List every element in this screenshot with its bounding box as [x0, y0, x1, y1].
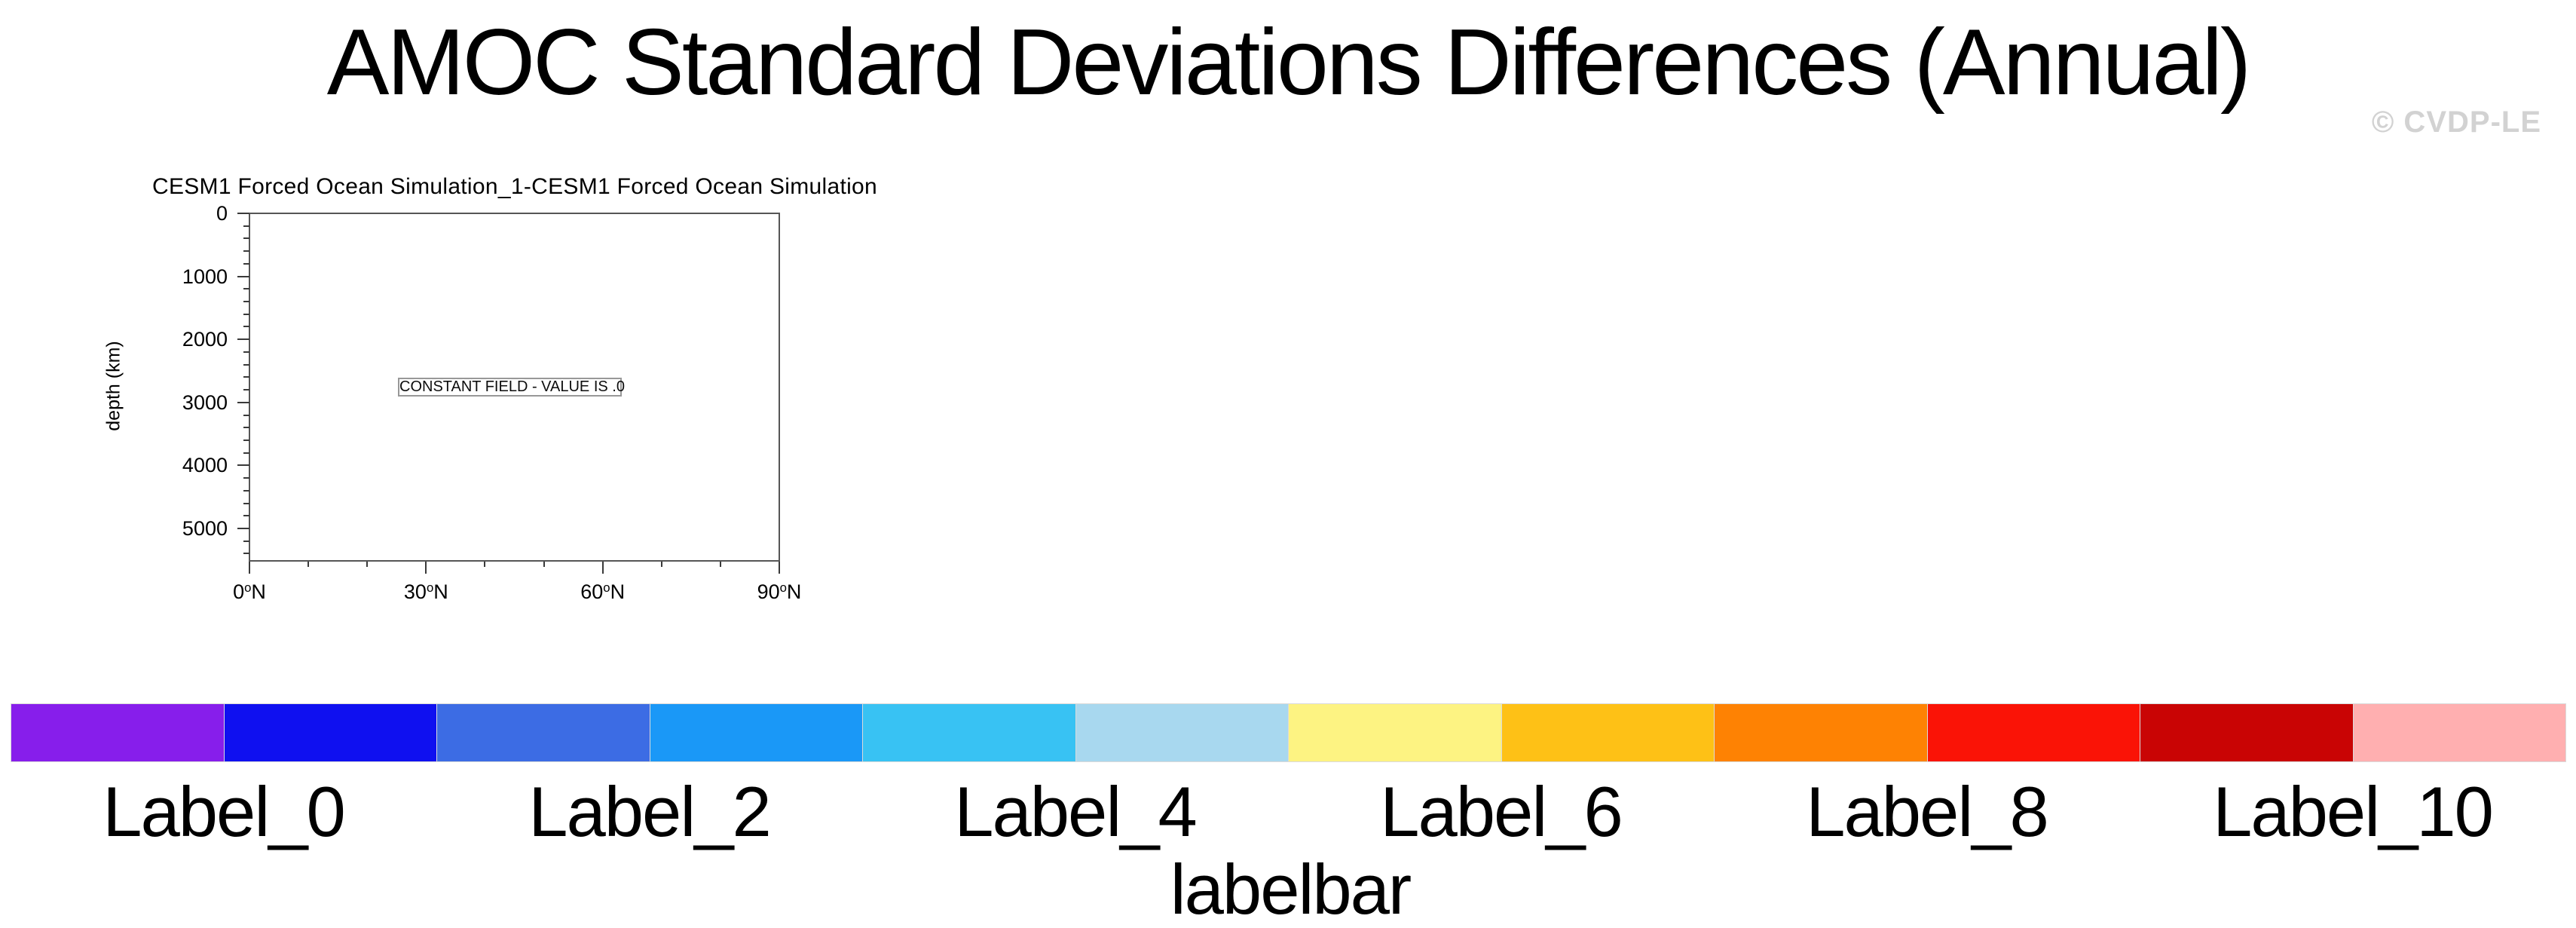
y-minor-tick [243, 225, 249, 227]
labelbar-label: Label_8 [1806, 772, 2049, 851]
labelbar-box [1075, 703, 1289, 762]
constant-field-annotation: CONSTANT FIELD - VALUE IS .0 [398, 378, 625, 397]
y-major-tick [237, 213, 249, 214]
y-minor-tick [243, 351, 249, 353]
x-minor-tick [543, 562, 545, 567]
y-minor-tick [243, 553, 249, 555]
y-tick-label: 3000 [182, 390, 228, 414]
y-major-tick [237, 338, 249, 341]
y-minor-tick [243, 489, 249, 492]
y-minor-tick [243, 502, 249, 504]
y-minor-tick [243, 262, 249, 265]
y-minor-tick [243, 376, 249, 378]
y-tick-label: 5000 [182, 517, 228, 540]
degree-superscript: o [244, 580, 252, 595]
x-minor-tick [660, 562, 662, 567]
labelbar-box [1926, 703, 2140, 762]
y-minor-tick [243, 288, 249, 290]
y-minor-tick [243, 326, 249, 328]
y-major-tick [237, 464, 249, 467]
y-minor-tick [243, 237, 249, 240]
y-minor-tick [243, 313, 249, 315]
figure-title: AMOC Standard Deviations Differences (An… [326, 11, 2252, 115]
labelbar-box [2352, 703, 2566, 762]
x-minor-tick [366, 562, 369, 567]
y-major-tick [237, 401, 249, 403]
labelbar-box [649, 703, 863, 762]
y-minor-tick [243, 363, 249, 366]
labelbar-box [1288, 703, 1502, 762]
x-minor-tick [484, 562, 486, 567]
labelbar-label: Label_6 [1380, 772, 1623, 851]
y-tick-label: 1000 [182, 265, 228, 288]
labelbar-label: Label_0 [102, 772, 346, 851]
panel-title: CESM1 Forced Ocean Simulation_1-CESM1 Fo… [151, 174, 878, 199]
y-minor-tick [243, 515, 249, 517]
x-minor-tick [719, 562, 721, 567]
y-tick-label: 0 [216, 202, 228, 225]
labelbar-box [2140, 703, 2354, 762]
y-axis-label: depth (km) [102, 341, 124, 431]
y-tick-label: 4000 [182, 454, 228, 477]
labelbar-box [223, 703, 437, 762]
cvdp-watermark: © CVDP-LE [2371, 106, 2541, 139]
y-major-tick [237, 528, 249, 529]
labelbar-label: Label_4 [954, 772, 1198, 851]
x-minor-tick [307, 562, 310, 567]
y-minor-tick [243, 540, 249, 542]
y-minor-tick [243, 439, 249, 441]
x-tick-label: 0oN [233, 580, 266, 603]
degree-superscript: o [603, 580, 610, 595]
x-major-tick [779, 562, 780, 574]
x-tick-label: 30oN [403, 580, 448, 603]
x-tick-label: 90oN [757, 580, 802, 603]
y-tick-label: 2000 [182, 328, 228, 351]
degree-superscript: o [779, 580, 787, 595]
y-minor-tick [243, 389, 249, 391]
y-minor-tick [243, 301, 249, 303]
labelbar-label: Label_2 [528, 772, 772, 851]
y-major-tick [237, 275, 249, 277]
y-minor-tick [243, 250, 249, 253]
y-minor-tick [243, 427, 249, 429]
x-major-tick [601, 562, 604, 574]
labelbar-box [862, 703, 1076, 762]
labelbar-box [1714, 703, 1928, 762]
degree-superscript: o [426, 580, 434, 595]
y-minor-tick [243, 414, 249, 416]
x-major-tick [249, 562, 250, 574]
labelbar-label: Label_10 [2213, 772, 2494, 851]
y-minor-tick [243, 452, 249, 454]
labelbar-box [436, 703, 650, 762]
labelbar-box [11, 703, 225, 762]
labelbar-title: labelbar [1170, 850, 1412, 928]
labelbar-box [1501, 703, 1715, 762]
x-tick-label: 60oN [580, 580, 626, 603]
x-major-tick [425, 562, 427, 574]
y-minor-tick [243, 477, 249, 479]
